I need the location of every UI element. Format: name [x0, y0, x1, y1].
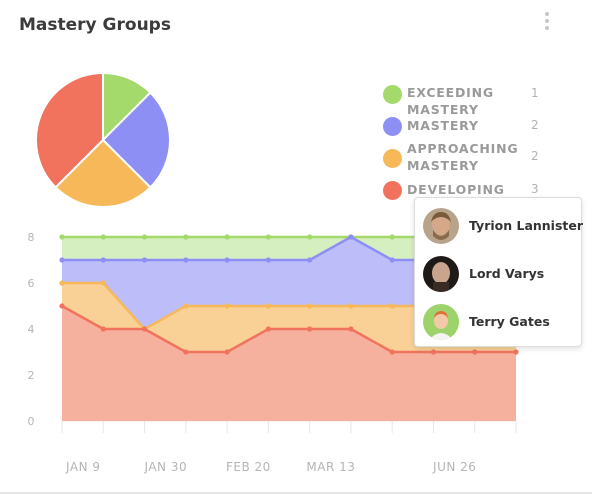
terry-avatar-icon	[423, 304, 459, 340]
mastery-area-chart[interactable]: 0 2 4 6 8 JAN 9 JAN 30 FEB 20 MAR 13 JUN 26	[0, 220, 592, 490]
y-tick-label: 2	[28, 369, 35, 382]
legend-dot-icon	[383, 85, 402, 104]
data-point[interactable]	[141, 234, 148, 240]
student-name: Lord Varys	[469, 266, 545, 281]
varys-avatar-icon	[423, 256, 459, 292]
data-point[interactable]	[100, 257, 106, 263]
data-point[interactable]	[224, 234, 230, 240]
card-bottom-divider	[0, 492, 592, 494]
data-point[interactable]	[472, 349, 478, 355]
pie-slice-2[interactable]	[54, 138, 152, 208]
area-band-0	[62, 237, 516, 260]
pie-slice-1[interactable]	[101, 91, 171, 189]
data-point[interactable]	[59, 234, 65, 240]
tyrion-avatar-icon	[423, 208, 459, 244]
data-point[interactable]	[183, 234, 189, 240]
data-point[interactable]	[59, 257, 65, 263]
series-line-3	[61, 304, 516, 354]
tooltip-student-row[interactable]: Terry Gates	[415, 297, 581, 345]
data-point[interactable]	[265, 234, 271, 240]
legend-label: DEVELOPING	[407, 182, 505, 197]
data-point[interactable]	[348, 234, 354, 240]
data-point[interactable]	[183, 349, 189, 355]
data-point[interactable]	[141, 257, 148, 263]
legend-label: APPROACHING MASTERY	[407, 141, 519, 173]
legend-label: EXCEEDING MASTERY	[407, 85, 494, 117]
data-point[interactable]	[183, 303, 189, 309]
x-tick-label: JUN 26	[432, 460, 476, 474]
legend-count: 2	[531, 118, 539, 132]
y-tick-label: 6	[28, 277, 35, 290]
data-point[interactable]	[224, 303, 230, 309]
data-point[interactable]	[389, 257, 395, 263]
data-point[interactable]	[307, 257, 313, 263]
data-point[interactable]	[265, 326, 271, 332]
data-point[interactable]	[307, 326, 313, 332]
pie-slice-3[interactable]	[35, 72, 104, 189]
data-point[interactable]	[100, 280, 106, 286]
tooltip-student-row[interactable]: Lord Varys	[415, 249, 581, 297]
y-tick-label: 4	[28, 323, 35, 336]
card-title: Mastery Groups	[19, 15, 171, 35]
x-tick-label: JAN 30	[144, 460, 188, 474]
student-name: Terry Gates	[469, 314, 550, 329]
student-name: Tyrion Lannister	[469, 218, 584, 233]
data-point[interactable]	[389, 349, 395, 355]
data-point[interactable]	[100, 234, 106, 240]
legend-count: 1	[531, 86, 539, 100]
tooltip-student-row[interactable]: Tyrion Lannister	[415, 201, 584, 249]
data-point[interactable]	[389, 303, 395, 309]
data-point[interactable]	[224, 349, 230, 355]
more-vertical-icon[interactable]	[541, 12, 553, 34]
x-tick-label: MAR 13	[306, 460, 355, 474]
area-band-3	[62, 306, 516, 421]
data-point[interactable]	[348, 326, 354, 332]
data-point[interactable]	[389, 234, 395, 240]
legend-dot-icon	[383, 117, 402, 136]
data-point[interactable]	[183, 257, 189, 263]
data-point[interactable]	[430, 349, 437, 355]
data-point[interactable]	[265, 303, 271, 309]
y-tick-label: 8	[28, 231, 35, 244]
x-tick-label: JAN 9	[65, 460, 100, 474]
legend-dot-icon	[383, 181, 402, 200]
y-tick-label: 0	[28, 415, 35, 428]
area-band-2	[62, 283, 516, 352]
data-point[interactable]	[307, 234, 313, 240]
data-point[interactable]	[307, 303, 313, 309]
x-tick-label: FEB 20	[226, 460, 271, 474]
data-point[interactable]	[100, 326, 106, 332]
data-point[interactable]	[59, 303, 65, 309]
legend-dot-icon	[383, 149, 402, 168]
legend-count: 2	[531, 149, 539, 163]
data-point[interactable]	[224, 257, 230, 263]
students-tooltip: Tyrion Lannister Lord Varys	[414, 197, 584, 347]
data-point[interactable]	[141, 326, 148, 332]
data-point[interactable]	[265, 257, 271, 263]
data-point[interactable]	[59, 280, 65, 286]
legend-label: MASTERY	[407, 118, 479, 133]
data-point[interactable]	[348, 303, 354, 309]
legend-count: 3	[531, 182, 539, 196]
data-point[interactable]	[513, 349, 519, 355]
mastery-pie-chart[interactable]	[35, 72, 171, 208]
